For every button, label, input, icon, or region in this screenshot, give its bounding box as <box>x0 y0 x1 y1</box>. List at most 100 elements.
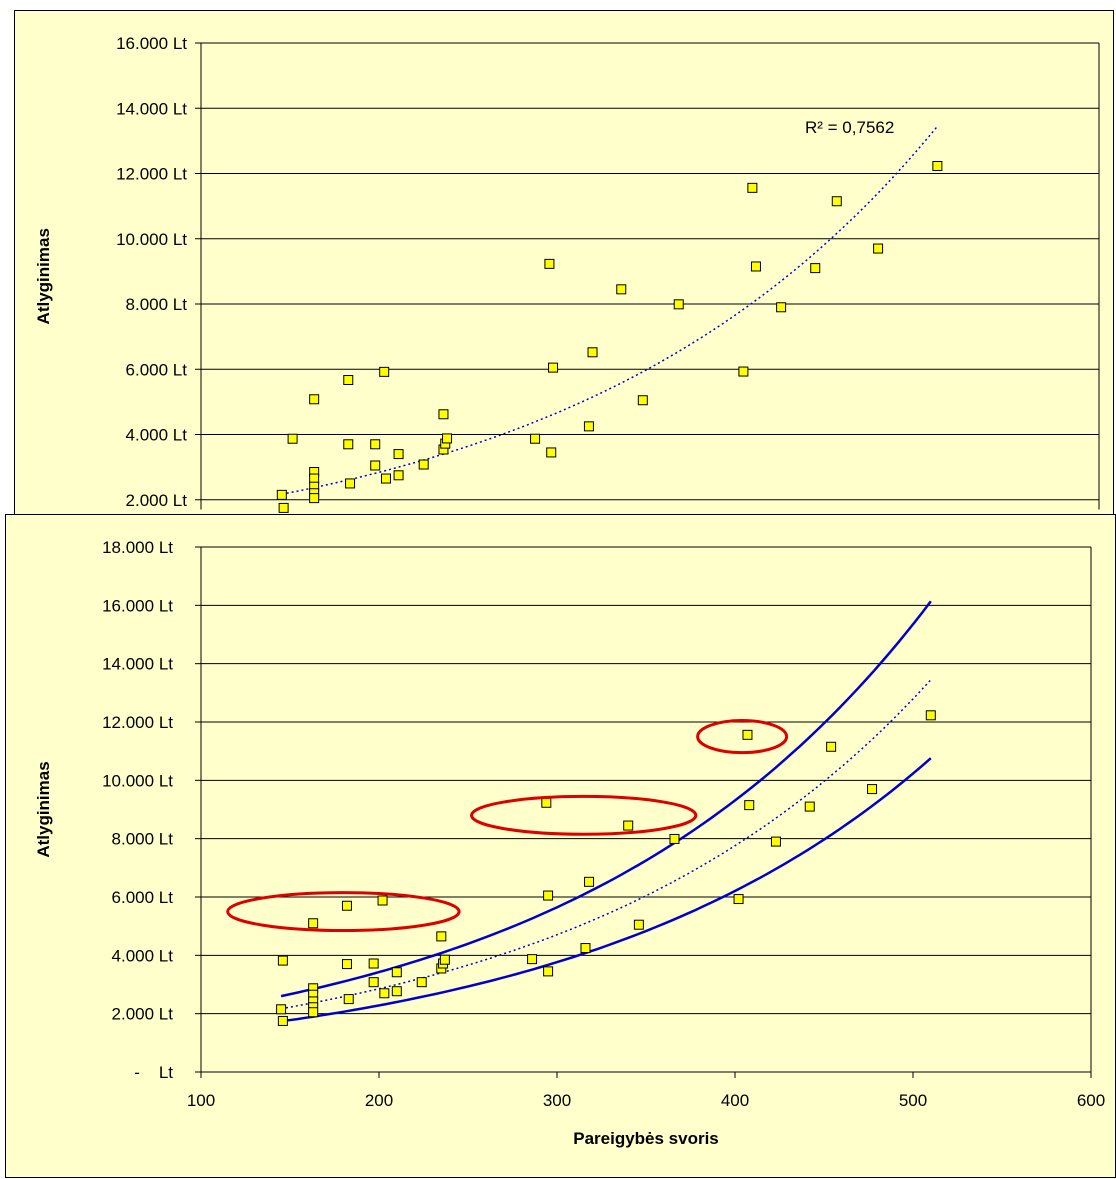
y-tick-label: 6.000 Lt <box>112 888 174 907</box>
data-point <box>379 988 390 999</box>
data-point <box>633 919 644 930</box>
data-point <box>831 196 842 207</box>
y-tick-label: 4.000 Lt <box>112 946 174 965</box>
x-tick-label: 600 <box>1077 1091 1105 1110</box>
y-tick-label: 8.000 Lt <box>112 830 174 849</box>
data-point <box>584 876 595 887</box>
y-tick-label: 12.000 Lt <box>102 713 173 732</box>
data-point <box>804 801 815 812</box>
y-tick-label: 8.000 Lt <box>126 295 188 314</box>
y-tick-label: 14.000 Lt <box>116 99 187 118</box>
data-point <box>546 447 557 458</box>
confidence-band-upper <box>280 600 932 998</box>
data-point <box>543 966 554 977</box>
data-point <box>733 894 744 905</box>
data-point <box>379 366 390 377</box>
data-point <box>873 243 884 254</box>
data-point <box>543 890 554 901</box>
data-point <box>277 1015 288 1026</box>
data-point <box>867 784 878 795</box>
data-point <box>442 433 453 444</box>
data-point <box>669 833 680 844</box>
y-tick-label: 14.000 Lt <box>102 655 173 674</box>
x-axis-label: Pareigybės svoris <box>573 1129 719 1148</box>
y-axis-label: Atlyginimas <box>34 228 53 324</box>
data-point <box>587 347 598 358</box>
data-point <box>343 439 354 450</box>
x-tick-label: 200 <box>365 1091 393 1110</box>
highlight-ellipse <box>226 891 461 933</box>
top-chart-panel: 2.000 Lt 4.000 Lt 6.000 Lt 8.000 Lt 10.000 L… <box>14 10 1114 520</box>
data-point <box>276 1004 287 1015</box>
data-point <box>925 710 936 721</box>
x-tick-label: 300 <box>543 1091 571 1110</box>
data-point <box>370 439 381 450</box>
data-point <box>278 502 289 513</box>
data-point <box>377 895 388 906</box>
data-point <box>637 395 648 406</box>
data-point <box>309 473 320 484</box>
data-point <box>742 729 753 740</box>
data-point <box>309 493 320 504</box>
x-tick-label: 500 <box>899 1091 927 1110</box>
bottom-chart-panel: - Lt 2.000 Lt 4.000 Lt 6.000 Lt 8.000 Lt 10.0… <box>5 514 1116 1178</box>
confidence-band-lower <box>280 757 932 1023</box>
top-scatter-chart: 2.000 Lt 4.000 Lt 6.000 Lt 8.000 Lt 10.000 L… <box>34 34 1100 513</box>
data-point <box>738 366 749 377</box>
y-tick-label: 10.000 Lt <box>116 230 187 249</box>
data-point <box>530 433 541 444</box>
data-point <box>380 473 391 484</box>
data-point <box>308 918 319 929</box>
y-tick-label: 16.000 Lt <box>102 596 173 615</box>
data-point <box>544 258 555 269</box>
y-tick-label: 12.000 Lt <box>116 165 187 184</box>
data-point <box>744 800 755 811</box>
data-point <box>580 943 591 954</box>
data-point <box>673 299 684 310</box>
data-point <box>370 460 381 471</box>
y-tick-label: - Lt <box>134 1063 173 1082</box>
data-point <box>583 421 594 432</box>
data-point <box>439 954 450 965</box>
data-point <box>623 820 634 831</box>
data-point <box>368 958 379 969</box>
data-point <box>343 375 354 386</box>
data-point <box>438 409 449 420</box>
y-axis-label: Atlyginimas <box>34 761 53 857</box>
y-tick-label: 6.000 Lt <box>126 360 188 379</box>
data-point <box>826 741 837 752</box>
data-point <box>368 977 379 988</box>
data-point <box>308 1007 319 1018</box>
data-point <box>770 836 781 847</box>
data-point <box>341 959 352 970</box>
y-tick-label: 2.000 Lt <box>112 1005 174 1024</box>
data-point <box>750 261 761 272</box>
y-tick-label: 4.000 Lt <box>126 426 188 445</box>
data-point <box>391 986 402 997</box>
highlight-ellipse <box>470 794 698 836</box>
data-point <box>548 362 559 373</box>
data-point <box>391 967 402 978</box>
x-tick-label: 100 <box>187 1091 215 1110</box>
y-tick-label: 10.000 Lt <box>102 771 173 790</box>
y-tick-label: 16.000 Lt <box>116 34 187 53</box>
bottom-scatter-chart: - Lt 2.000 Lt 4.000 Lt 6.000 Lt 8.000 Lt 10.0… <box>34 538 1105 1148</box>
data-point <box>393 449 404 460</box>
y-tick-label: 2.000 Lt <box>126 491 188 510</box>
trendline <box>280 679 932 1010</box>
data-point <box>418 459 429 470</box>
data-point <box>810 263 821 274</box>
data-point <box>345 478 356 489</box>
data-point <box>276 489 287 500</box>
data-point <box>393 470 404 481</box>
highlight-ellipse <box>696 719 789 755</box>
data-point <box>932 160 943 171</box>
data-point <box>436 931 447 942</box>
trendline <box>281 125 938 496</box>
y-tick-label: 18.000 Lt <box>102 538 173 557</box>
data-point <box>287 433 298 444</box>
data-point <box>343 994 354 1005</box>
data-point <box>416 977 427 988</box>
x-tick-label: 400 <box>721 1091 749 1110</box>
data-point <box>541 797 552 808</box>
